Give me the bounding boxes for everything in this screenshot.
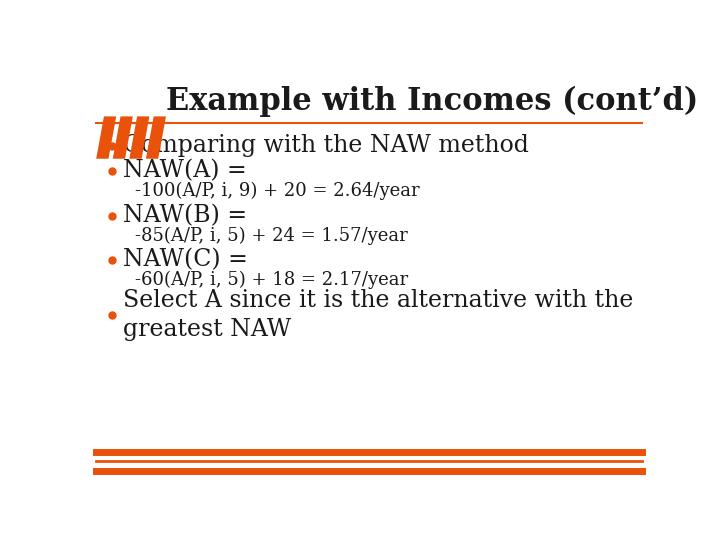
Text: Comparing with the NAW method: Comparing with the NAW method [122,134,528,157]
Polygon shape [130,117,149,159]
Polygon shape [146,117,166,159]
Text: NAW(A) =: NAW(A) = [122,159,246,183]
Polygon shape [113,117,132,159]
Text: NAW(B) =: NAW(B) = [122,204,247,227]
Text: -60(A/P, i, 5) + 18 = 2.17/year: -60(A/P, i, 5) + 18 = 2.17/year [135,271,408,289]
Text: Example with Incomes (cont’d): Example with Incomes (cont’d) [166,86,698,117]
Text: Select A since it is the alternative with the
greatest NAW: Select A since it is the alternative wit… [122,289,633,341]
Polygon shape [96,117,116,159]
Text: NAW(C) =: NAW(C) = [122,248,248,271]
Text: -100(A/P, i, 9) + 20 = 2.64/year: -100(A/P, i, 9) + 20 = 2.64/year [135,182,420,200]
Text: -85(A/P, i, 5) + 24 = 1.57/year: -85(A/P, i, 5) + 24 = 1.57/year [135,227,408,245]
